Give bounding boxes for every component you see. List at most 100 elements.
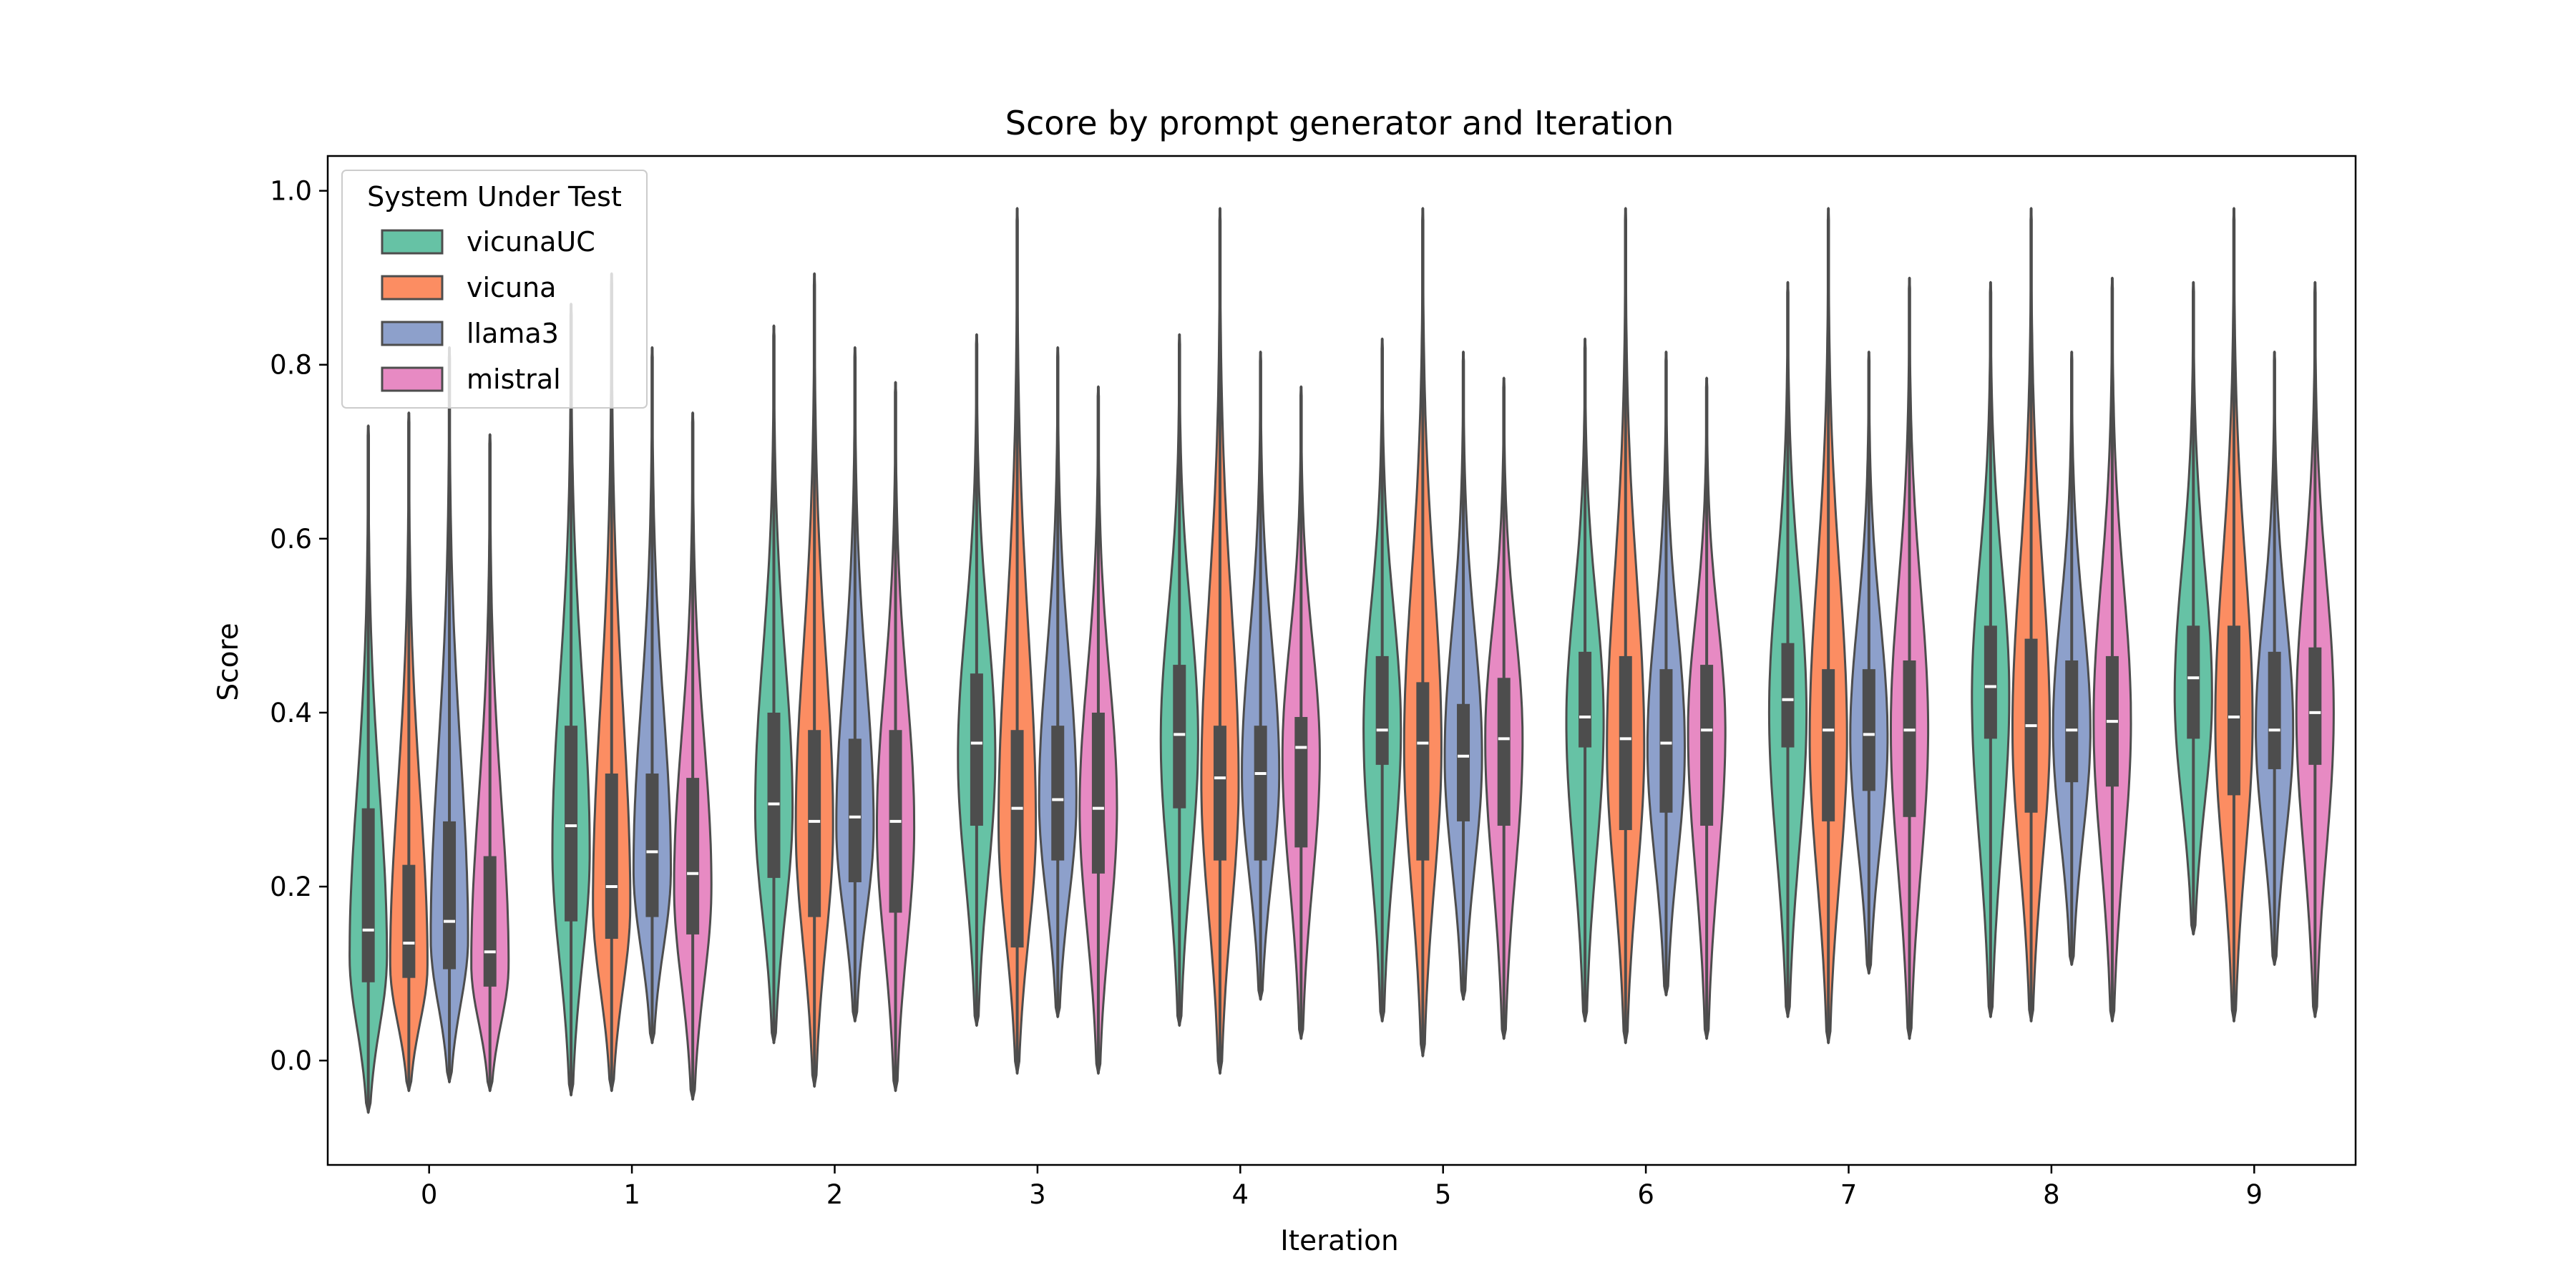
legend-swatch-mistral: [381, 366, 444, 392]
violin-iqr-box: [1010, 730, 1024, 948]
violin-vicuna-iter-7: [1808, 207, 1848, 1045]
violin-iqr-box: [686, 778, 700, 935]
violin-iqr-box: [1173, 665, 1186, 809]
violin-iqr-box: [2268, 651, 2281, 769]
x-tick-label: 9: [2246, 1179, 2263, 1210]
violin-iqr-box: [1781, 643, 1795, 748]
violin-vicunaUC-iter-7: [1767, 280, 1808, 1018]
violin-iqr-box: [848, 738, 862, 882]
violin-llama3-iter-1: [632, 346, 672, 1045]
x-tick-label: 3: [1029, 1179, 1046, 1210]
violin-iqr-box: [483, 856, 497, 987]
violin-vicunaUC-iter-0: [348, 424, 389, 1114]
violin-iqr-box: [1091, 712, 1105, 874]
y-tick-label: 0.6: [270, 524, 312, 555]
violin-iqr-box: [1294, 717, 1308, 848]
violin-iqr-box: [1984, 625, 1997, 739]
violin-iqr-box: [645, 774, 659, 917]
y-tick-label: 0.0: [270, 1045, 312, 1076]
axes: 0.0 0.2 0.4 0.6 0.8 1.0 0 1 2 3 4 5 6 7 8 9: [270, 176, 2263, 1210]
violin-mistral-iter-3: [1078, 385, 1118, 1075]
violin-llama3-iter-3: [1038, 346, 1078, 1018]
violin-vicuna-iter-8: [2011, 207, 2051, 1023]
x-tick-label: 7: [1840, 1179, 1858, 1210]
violin-iqr-box: [361, 808, 375, 982]
legend-swatch-vicuna: [381, 275, 444, 301]
violin-iqr-box: [767, 712, 781, 878]
violin-vicunaUC-iter-8: [1971, 280, 2011, 1018]
legend-swatch-vicunaUC: [381, 229, 444, 255]
violin-iqr-box: [2308, 647, 2322, 765]
violin-iqr-box: [1497, 678, 1511, 826]
legend-title: System Under Test: [367, 181, 622, 213]
legend-label-llama3: llama3: [467, 318, 559, 349]
violin-mistral-iter-7: [1890, 276, 1930, 1040]
violin-iqr-box: [1416, 682, 1430, 861]
violin-llama3-iter-2: [835, 346, 875, 1023]
violin-iqr-box: [1903, 660, 1916, 817]
x-axis-label: Iteration: [1280, 1225, 1398, 1257]
violin-iqr-box: [1619, 655, 1632, 831]
violin-mistral-iter-1: [673, 411, 713, 1101]
legend: System Under Test vicunaUC vicuna llama3 mi…: [341, 170, 648, 409]
violin-iqr-box: [1254, 726, 1267, 861]
violin-iqr-box: [1579, 651, 1592, 748]
violin-mistral-iter-8: [2092, 276, 2132, 1023]
y-tick-label: 0.2: [270, 872, 312, 902]
legend-label-mistral: mistral: [467, 364, 561, 395]
violin-vicuna-iter-0: [389, 411, 429, 1093]
violin-iqr-box: [1051, 726, 1065, 861]
chart-title: Score by prompt generator and Iteration: [1005, 104, 1674, 142]
violin-iqr-box: [2187, 625, 2200, 739]
legend-swatch-llama3: [381, 321, 444, 346]
violin-vicuna-iter-6: [1606, 207, 1646, 1045]
violin-mistral-iter-9: [2295, 280, 2335, 1018]
x-tick-label: 2: [826, 1179, 844, 1210]
violin-iqr-box: [1375, 655, 1389, 765]
violin-iqr-box: [970, 673, 983, 826]
violin-llama3-iter-7: [1849, 351, 1889, 975]
violin-llama3-iter-8: [2051, 351, 2092, 966]
legend-label-vicuna: vicuna: [467, 272, 556, 303]
violin-vicuna-iter-4: [1200, 207, 1240, 1075]
y-tick-label: 0.8: [270, 350, 312, 381]
plot-frame: [326, 155, 2357, 1166]
violin-iqr-box: [1700, 665, 1714, 826]
violin-mistral-iter-0: [470, 433, 510, 1093]
violin-iqr-box: [2227, 625, 2240, 796]
violin-vicunaUC-iter-9: [2173, 280, 2213, 936]
violin-vicunaUC-iter-3: [957, 333, 997, 1027]
violin-iqr-box: [2065, 660, 2079, 783]
violin-vicuna-iter-3: [997, 207, 1038, 1075]
x-tick-label: 1: [623, 1179, 640, 1210]
violin-llama3-iter-0: [429, 346, 469, 1083]
violin-iqr-box: [443, 821, 457, 970]
violin-mistral-iter-4: [1281, 385, 1321, 1040]
violin-mistral-iter-6: [1687, 376, 1727, 1040]
legend-label-vicunaUC: vicunaUC: [467, 226, 595, 258]
violin-iqr-box: [1213, 726, 1226, 861]
y-tick-label: 0.4: [270, 698, 312, 728]
violin-llama3-iter-4: [1241, 351, 1281, 1001]
violin-mistral-iter-2: [876, 381, 916, 1093]
violin-llama3-iter-9: [2255, 351, 2295, 966]
violin-vicunaUC-iter-5: [1362, 337, 1402, 1023]
violin-vicunaUC-iter-6: [1565, 337, 1605, 1023]
violin-llama3-iter-6: [1646, 351, 1686, 997]
violin-iqr-box: [402, 864, 416, 978]
violin-vicunaUC-iter-2: [753, 324, 794, 1045]
y-axis-label: Score: [213, 623, 245, 701]
violin-iqr-box: [1862, 669, 1875, 791]
violin-iqr-box: [1457, 703, 1470, 821]
violin-llama3-iter-5: [1443, 351, 1483, 1001]
violin-iqr-box: [808, 730, 821, 917]
violin-iqr-box: [1659, 669, 1673, 813]
violin-iqr-box: [605, 774, 618, 939]
x-tick-label: 6: [1637, 1179, 1654, 1210]
violin-iqr-box: [1822, 669, 1835, 821]
violin-iqr-box: [565, 726, 578, 922]
violin-vicuna-iter-5: [1402, 207, 1443, 1058]
violin-vicuna-iter-9: [2214, 207, 2254, 1023]
x-tick-label: 4: [1232, 1179, 1249, 1210]
